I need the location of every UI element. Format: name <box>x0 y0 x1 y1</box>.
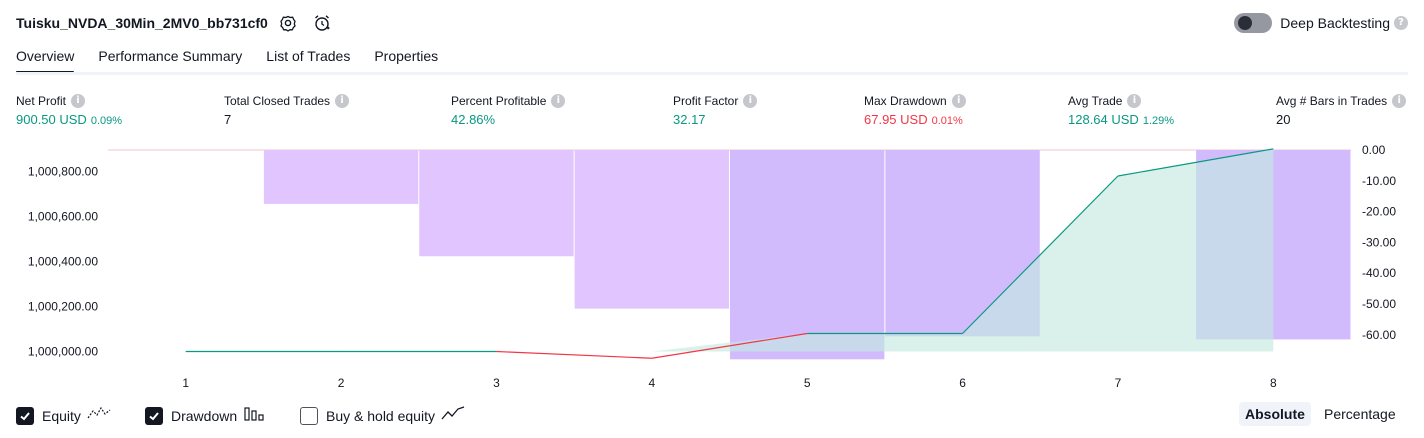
percentage-button[interactable]: Percentage <box>1324 406 1396 422</box>
info-icon[interactable]: i <box>551 94 566 108</box>
metric-label: Profit Factor <box>673 94 739 108</box>
left-axis-label: 1,000,800.00 <box>28 165 98 179</box>
tab-properties[interactable]: Properties <box>374 48 439 64</box>
info-icon[interactable]: i <box>1127 94 1142 108</box>
legend-equity[interactable]: Equity <box>16 404 111 427</box>
alarm-clock-icon[interactable] <box>312 13 332 33</box>
x-axis-label: 7 <box>1115 376 1122 390</box>
drawdown-bar <box>419 150 574 257</box>
right-axis-label: -40.00 <box>1362 266 1396 280</box>
left-axis-label: 1,000,600.00 <box>28 210 98 224</box>
drawdown-bar <box>263 150 419 204</box>
drawdown-bar-overlay <box>1196 150 1351 340</box>
equity-checkbox[interactable] <box>16 406 34 425</box>
info-icon[interactable]: i <box>951 94 966 108</box>
tab-overview[interactable]: Overview <box>16 48 75 74</box>
metric-label: Net Profit <box>16 94 67 108</box>
equity-line-icon <box>87 404 111 427</box>
metric-percent-profitable: Percent Profitable i 42.86% <box>451 94 566 127</box>
metric-label: Avg # Bars in Trades <box>1276 94 1388 108</box>
right-axis-label: -20.00 <box>1362 205 1396 219</box>
metric-avg-trade: Avg Trade i 128.64 USD 1.29% <box>1068 94 1174 127</box>
x-axis-label: 8 <box>1270 376 1277 390</box>
right-axis-label: -50.00 <box>1362 297 1396 311</box>
left-axis-label: 1,000,000.00 <box>28 345 98 359</box>
info-icon[interactable]: i <box>1392 94 1407 108</box>
metric-value: 900.50 USD <box>16 112 87 127</box>
buy-hold-line-icon <box>441 404 465 427</box>
tab-performance-summary[interactable]: Performance Summary <box>98 48 243 64</box>
metric-avg-bars-in-trades: Avg # Bars in Trades i 20 <box>1276 94 1407 127</box>
equity-drawdown-chart: 1,000,000.00 1,000,200.00 1,000,400.00 1,00… <box>28 143 1396 390</box>
metric-value: 32.17 <box>673 112 706 127</box>
metric-percent: 0.09% <box>90 115 123 127</box>
metric-total-closed-trades: Total Closed Trades i 7 <box>224 94 350 127</box>
metric-profit-factor: Profit Factor i 32.17 <box>673 94 758 127</box>
metric-value: 128.64 USD <box>1068 112 1139 127</box>
drawdown-bar <box>574 150 729 309</box>
metric-value: 7 <box>224 112 232 127</box>
metric-value: 67.95 USD <box>864 112 928 127</box>
buy-hold-checkbox[interactable] <box>300 406 318 425</box>
deep-backtesting-label: Deep Backtesting <box>1280 15 1390 31</box>
metric-label: Max Drawdown <box>864 94 947 108</box>
legend-label: Drawdown <box>171 407 238 424</box>
metric-label: Percent Profitable <box>451 94 547 108</box>
tab-bar: Overview Performance Summary List of Tra… <box>16 48 462 74</box>
metric-net-profit: Net Profit i 900.50 USD 0.09% <box>16 94 122 127</box>
metric-percent: 1.29% <box>1142 115 1175 127</box>
x-axis-label: 4 <box>648 376 655 390</box>
drawdown-bars-icon <box>243 404 267 427</box>
legend-buy-hold-equity[interactable]: Buy & hold equity <box>300 404 465 427</box>
tab-list-of-trades[interactable]: List of Trades <box>266 48 351 64</box>
gear-icon[interactable] <box>278 13 298 33</box>
x-axis-label: 6 <box>959 376 966 390</box>
equity-area <box>185 148 1274 352</box>
x-axis-label: 3 <box>493 376 500 390</box>
info-icon[interactable]: i <box>743 94 758 108</box>
legend-label: Buy & hold equity <box>326 407 435 424</box>
strategy-title: Tuisku_NVDA_30Min_2MV0_bb731cf0 <box>16 15 268 31</box>
metric-label: Avg Trade <box>1068 94 1123 108</box>
metric-value: 20 <box>1276 112 1291 127</box>
right-axis-label: -10.00 <box>1362 174 1396 188</box>
legend-label: Equity <box>42 407 81 424</box>
toggle-switch[interactable] <box>1234 13 1273 33</box>
x-axis-label: 1 <box>182 376 189 390</box>
absolute-button[interactable]: Absolute <box>1239 402 1311 426</box>
info-icon[interactable]: i <box>71 94 86 108</box>
equity-line-segment <box>1117 148 1274 177</box>
deep-backtesting-toggle[interactable]: Deep Backtesting ? <box>1234 13 1408 33</box>
equity-line-segment <box>496 350 652 359</box>
x-axis-label: 5 <box>804 376 811 390</box>
left-axis-label: 1,000,400.00 <box>28 255 98 269</box>
metric-max-drawdown: Max Drawdown i 67.95 USD 0.01% <box>864 94 966 127</box>
metric-percent: 0.01% <box>931 115 963 127</box>
right-axis-label: -60.00 <box>1362 328 1396 342</box>
metric-value: 42.86% <box>451 112 496 127</box>
equity-line-segment <box>962 175 1119 334</box>
equity-line-segment <box>651 332 808 359</box>
metric-label: Total Closed Trades <box>224 94 331 108</box>
drawdown-bar <box>730 150 885 360</box>
help-icon[interactable]: ? <box>1394 16 1408 30</box>
drawdown-checkbox[interactable] <box>145 406 163 425</box>
info-icon[interactable]: i <box>335 94 350 108</box>
drawdown-bar-overlay <box>885 150 1040 337</box>
legend-drawdown[interactable]: Drawdown <box>145 404 267 427</box>
tabs-divider <box>16 72 1408 75</box>
left-axis-label: 1,000,200.00 <box>28 300 98 314</box>
right-axis-label: -30.00 <box>1362 235 1396 249</box>
drawdown-bar-overlay <box>730 150 885 360</box>
x-axis-label: 2 <box>338 376 345 390</box>
right-axis-label: 0.00 <box>1362 143 1386 157</box>
